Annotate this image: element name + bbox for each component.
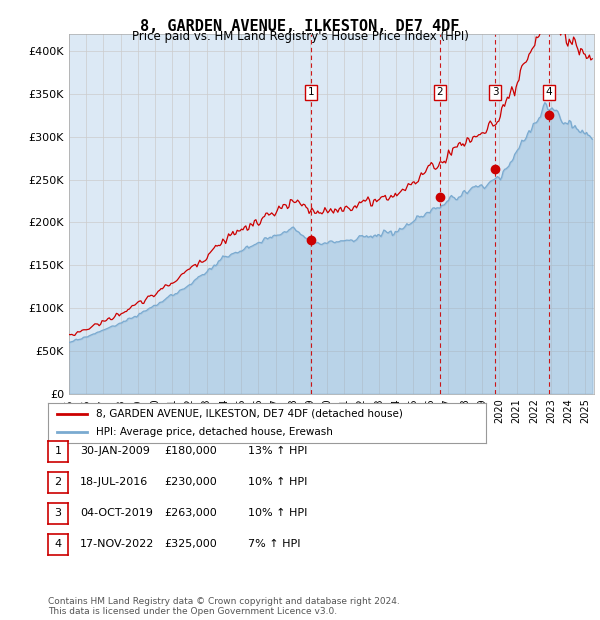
Text: £230,000: £230,000 xyxy=(164,477,217,487)
Text: 18-JUL-2016: 18-JUL-2016 xyxy=(80,477,148,487)
Text: 17-NOV-2022: 17-NOV-2022 xyxy=(80,539,154,549)
Text: 8, GARDEN AVENUE, ILKESTON, DE7 4DF (detached house): 8, GARDEN AVENUE, ILKESTON, DE7 4DF (det… xyxy=(96,409,403,419)
Text: £180,000: £180,000 xyxy=(164,446,217,456)
Text: 10% ↑ HPI: 10% ↑ HPI xyxy=(248,508,307,518)
Text: 2: 2 xyxy=(436,87,443,97)
Text: This data is licensed under the Open Government Licence v3.0.: This data is licensed under the Open Gov… xyxy=(48,606,337,616)
Text: 3: 3 xyxy=(55,508,61,518)
Text: 3: 3 xyxy=(492,87,499,97)
Text: 7% ↑ HPI: 7% ↑ HPI xyxy=(248,539,300,549)
Text: 2: 2 xyxy=(55,477,61,487)
Text: £263,000: £263,000 xyxy=(164,508,217,518)
Text: 10% ↑ HPI: 10% ↑ HPI xyxy=(248,477,307,487)
Text: HPI: Average price, detached house, Erewash: HPI: Average price, detached house, Erew… xyxy=(96,427,333,438)
Text: 4: 4 xyxy=(55,539,61,549)
Text: Contains HM Land Registry data © Crown copyright and database right 2024.: Contains HM Land Registry data © Crown c… xyxy=(48,597,400,606)
Text: 4: 4 xyxy=(545,87,552,97)
Text: 1: 1 xyxy=(308,87,314,97)
Text: Price paid vs. HM Land Registry's House Price Index (HPI): Price paid vs. HM Land Registry's House … xyxy=(131,30,469,43)
Text: 30-JAN-2009: 30-JAN-2009 xyxy=(80,446,149,456)
Text: 8, GARDEN AVENUE, ILKESTON, DE7 4DF: 8, GARDEN AVENUE, ILKESTON, DE7 4DF xyxy=(140,19,460,33)
Text: 13% ↑ HPI: 13% ↑ HPI xyxy=(248,446,307,456)
Text: £325,000: £325,000 xyxy=(164,539,217,549)
Text: 04-OCT-2019: 04-OCT-2019 xyxy=(80,508,152,518)
Text: 1: 1 xyxy=(55,446,61,456)
